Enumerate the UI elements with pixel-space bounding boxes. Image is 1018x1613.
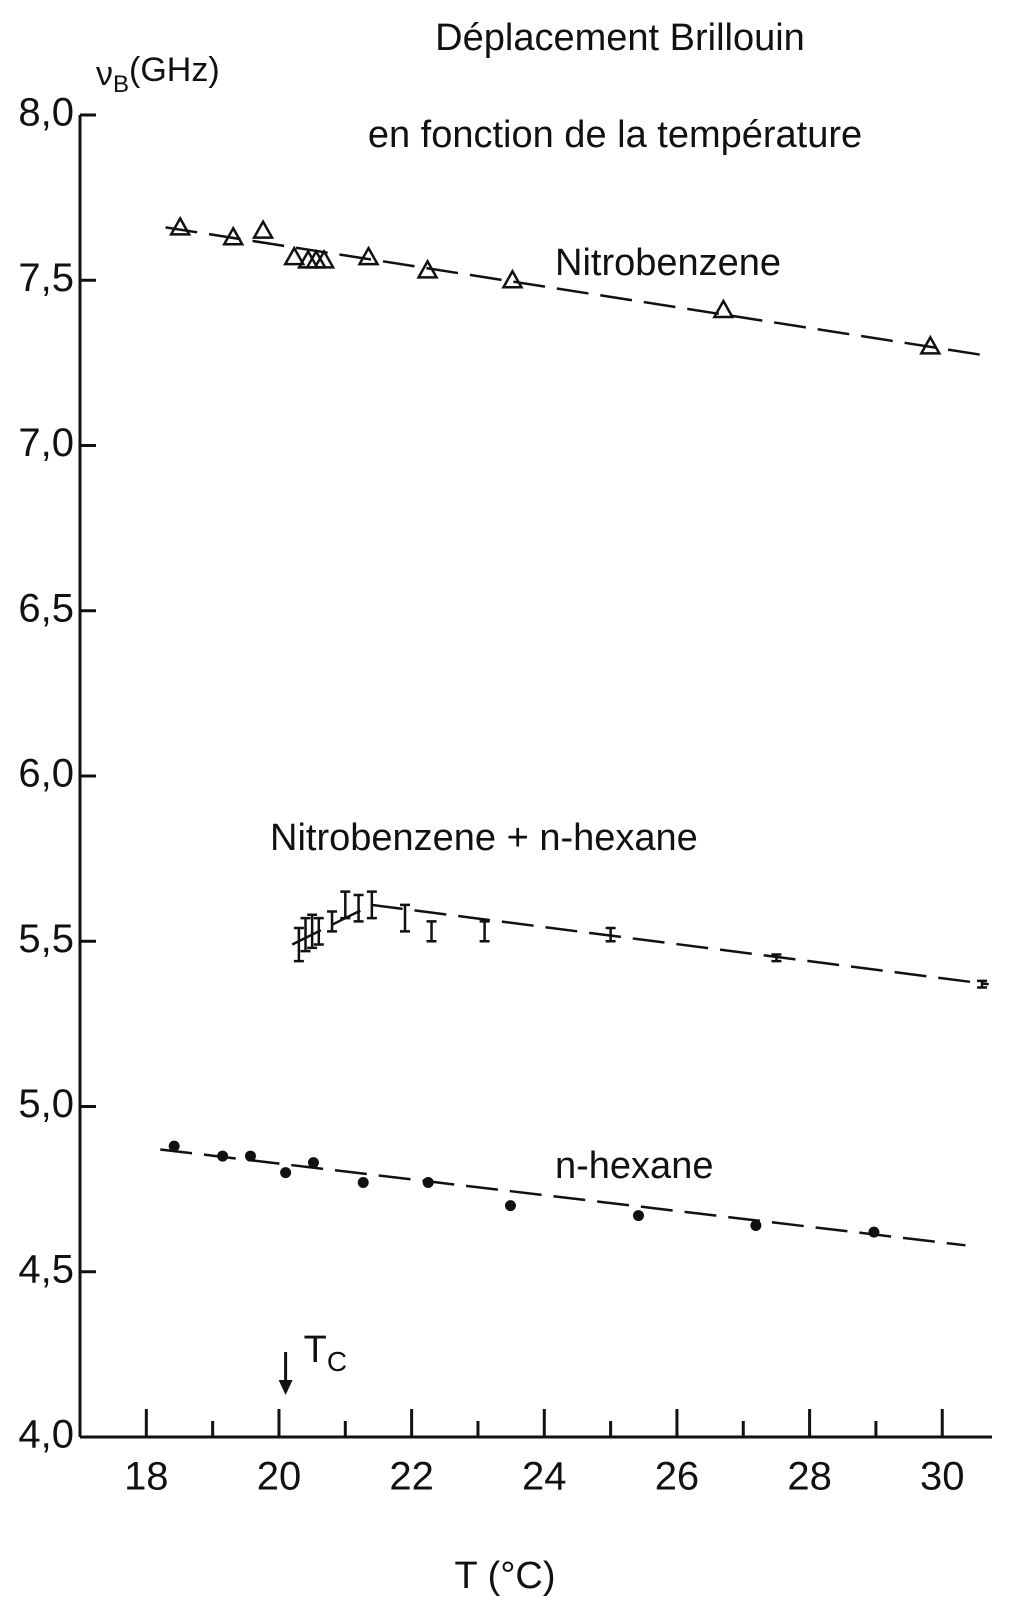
error-bar [605,926,616,943]
error-bar [327,910,338,933]
dot-point [307,1157,319,1169]
x-tick-label: 22 [389,1455,434,1499]
dot-point [217,1150,229,1162]
triangle-point [416,258,439,279]
y-tick-label: 8,0 [18,91,74,135]
x-tick-label: 20 [257,1455,302,1499]
dot-point [168,1140,180,1152]
y-tick-label: 6,0 [18,752,74,796]
error-bar [293,926,304,963]
x-tick-label: 28 [787,1455,832,1499]
triangle-point [312,248,336,269]
dot-point [504,1200,516,1212]
error-bar [300,916,311,953]
triangle-point [501,268,524,289]
dot-point [357,1177,369,1189]
y-tick-label: 4,5 [18,1247,74,1291]
series-label: Nitrobenzene + n-hexane [270,817,698,859]
triangle-point [251,219,275,239]
x-tick-label: 24 [522,1455,567,1499]
y-label-unit: (GHz) [129,51,220,89]
error-bar [400,903,411,933]
triangle-point [283,245,306,266]
y-axis-label: νB(GHz) [96,51,220,98]
error-bar [771,953,782,963]
error-bar [366,890,377,920]
y-tick-label: 5,0 [18,1082,74,1126]
dot-point [280,1167,292,1179]
fit-line [165,226,991,358]
x-tick-label: 26 [655,1455,700,1499]
error-bar [479,920,490,943]
tc-letter: T [304,1329,327,1371]
y-tick-label: 5,5 [18,917,74,961]
triangle-point [222,225,245,246]
triangle-point [712,298,735,319]
error-bar [426,920,437,943]
x-axis-label: T (°C) [454,1555,555,1597]
triangle-point [169,215,192,236]
error-bar [977,979,988,989]
series-label: n-hexane [555,1145,713,1187]
fit-line [160,1148,966,1247]
error-bar [353,893,364,923]
error-bar [313,916,324,946]
tc-arrow-head [278,1380,293,1395]
dot-point [244,1150,256,1162]
y-tick-label: 4,0 [18,1413,74,1457]
x-tick-label: 18 [124,1455,169,1499]
dot-point [868,1226,880,1238]
tc-sub: C [327,1346,347,1377]
fit-line [291,903,989,986]
triangle-point [919,334,942,355]
x-tick-label: 30 [920,1455,965,1499]
y-label-sub: B [113,71,129,98]
dot-point [750,1219,762,1231]
chart-subtitle: en fonction de la température [368,114,862,156]
y-tick-label: 6,5 [18,586,74,630]
tc-label: TC [304,1329,347,1377]
y-tick-label: 7,5 [18,256,74,300]
triangle-point [357,245,380,266]
y-label-symbol: ν [96,55,113,93]
y-tick-label: 7,0 [18,421,74,465]
error-bar [340,890,351,920]
dot-point [422,1177,434,1189]
series-label: Nitrobenzene [555,242,781,284]
chart-title: Déplacement Brillouin [435,17,805,59]
error-bar [307,913,318,950]
dot-point [632,1210,644,1222]
